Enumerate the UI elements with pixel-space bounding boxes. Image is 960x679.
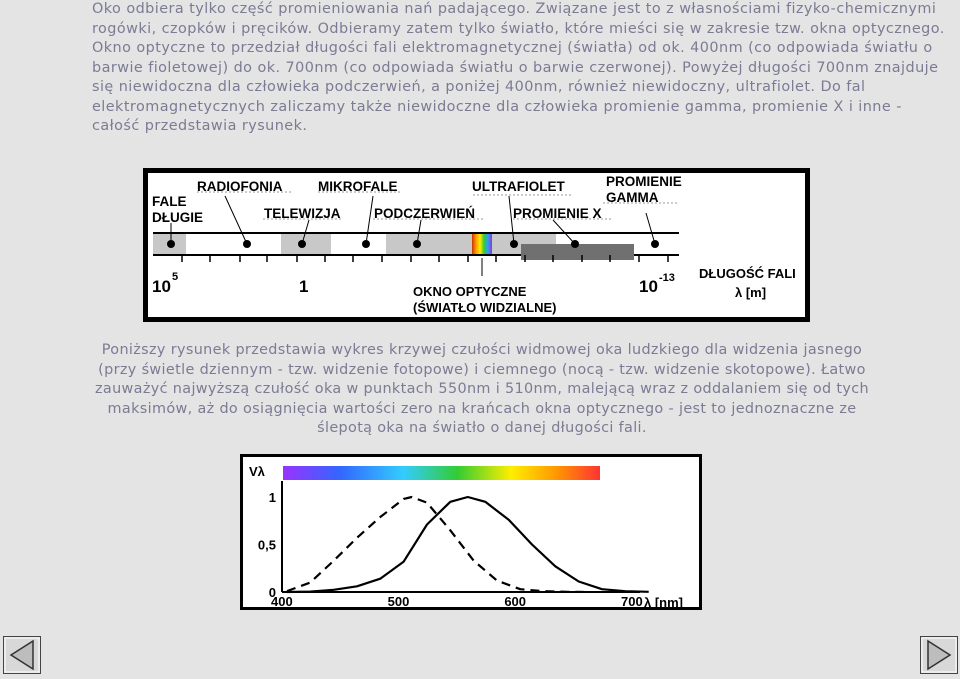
scotopic-curve	[286, 495, 591, 594]
label-promienie-x: PROMIENIE X	[513, 206, 602, 221]
sensitivity-paragraph: Poniższy rysunek przedstawia wykres krzy…	[95, 342, 869, 436]
arrow-right-icon	[920, 636, 958, 674]
y-tick-label: 0	[269, 585, 276, 600]
label-ultrafiolet: ULTRAFIOLET	[472, 179, 565, 194]
label-promienie: PROMIENIE	[606, 174, 682, 189]
label-radiofonia: RADIOFONIA	[197, 179, 283, 194]
photopic-curve	[286, 495, 649, 594]
sensitivity-chart: 400 500 600 700 1 0,5 0 Vλ λ [nm]	[240, 454, 702, 610]
next-page-button[interactable]	[920, 636, 958, 674]
label-gamma: GAMMA	[606, 190, 659, 205]
scale-left-exp: 5	[172, 271, 178, 283]
intro-paragraph: Oko odbiera tylko część promieniowania n…	[92, 1, 945, 134]
label-dlugosc-fali: DŁUGOŚĆ FALI	[699, 266, 796, 281]
y-tick-label: 0,5	[258, 538, 276, 553]
scale-right-exp: -13	[659, 272, 675, 284]
scale-left: 10	[152, 277, 171, 296]
label-swiatlo-widzialne: (ŚWIATŁO WIDZIALNE)	[413, 300, 556, 315]
label-dlugie: DŁUGIE	[152, 210, 203, 225]
x-tick-label: 400	[271, 594, 293, 609]
label-okno-optyczne: OKNO OPTYCZNE	[413, 284, 527, 299]
y-tick-label: 1	[269, 490, 276, 505]
previous-page-button[interactable]	[3, 636, 41, 674]
y-axis-label: Vλ	[249, 464, 266, 479]
x-axis-label: λ [nm]	[644, 595, 683, 610]
label-fale: FALE	[152, 194, 187, 209]
em-spectrum-figure: FALE DŁUGIE RADIOFONIA TELEWIZJA MIKROFA…	[143, 168, 810, 322]
label-telewizja: TELEWIZJA	[264, 206, 341, 221]
scale-right: 10	[639, 277, 658, 296]
x-tick-label: 500	[388, 594, 410, 609]
arrow-left-icon	[3, 636, 41, 674]
label-mikrofale: MIKROFALE	[318, 179, 398, 194]
scale-mid: 1	[299, 277, 308, 296]
label-lambda-m: λ [m]	[735, 285, 766, 300]
x-tick-label: 700	[621, 594, 643, 609]
x-tick-label: 600	[504, 594, 526, 609]
label-podczerwien: PODCZERWIEŃ	[374, 206, 475, 221]
